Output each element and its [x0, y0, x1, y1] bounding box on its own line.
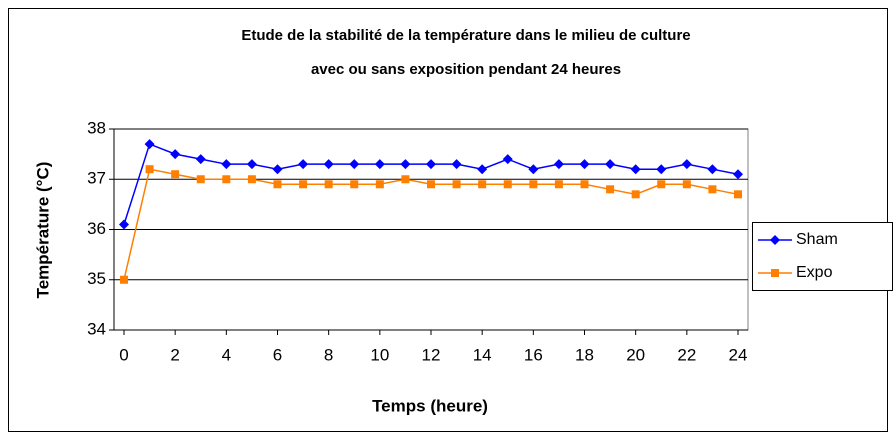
marker [120, 275, 128, 284]
marker [221, 159, 232, 170]
marker [247, 175, 256, 184]
marker [171, 170, 180, 179]
x-tick-label: 10 [370, 345, 389, 364]
marker [605, 159, 616, 170]
marker [427, 180, 435, 189]
marker [298, 159, 309, 170]
marker [478, 180, 487, 189]
marker [708, 185, 717, 194]
marker [630, 164, 641, 175]
marker [553, 159, 564, 170]
marker [246, 159, 257, 170]
x-tick-label: 0 [119, 345, 128, 364]
x-axis-label: Temps (heure) [372, 396, 488, 415]
y-axis-label: Température (°C) [33, 162, 52, 299]
marker [771, 269, 779, 277]
x-tick-label: 24 [729, 345, 748, 364]
marker [196, 175, 205, 184]
legend-label: Expo [796, 264, 833, 281]
x-tick-label: 2 [170, 345, 179, 364]
marker [770, 235, 780, 245]
marker [606, 185, 615, 194]
y-tick-label: 38 [87, 118, 106, 137]
y-tick-label: 37 [87, 169, 106, 188]
marker [273, 180, 282, 189]
marker [349, 159, 360, 170]
x-tick-label: 18 [575, 345, 594, 364]
x-tick-label: 20 [626, 345, 645, 364]
marker [580, 180, 589, 189]
marker [631, 190, 640, 199]
x-tick-label: 16 [524, 345, 543, 364]
marker [477, 164, 488, 175]
x-tick-label: 14 [473, 345, 492, 364]
marker [145, 165, 154, 174]
chart-title: avec ou sans exposition pendant 24 heure… [311, 61, 621, 78]
marker [579, 159, 590, 170]
x-tick-label: 22 [677, 345, 696, 364]
marker [374, 159, 385, 170]
x-tick-label: 8 [324, 345, 333, 364]
marker [195, 154, 206, 165]
y-tick-label: 36 [87, 219, 106, 238]
x-tick-label: 4 [222, 345, 231, 364]
x-tick-label: 6 [273, 345, 282, 364]
marker [733, 169, 743, 180]
marker [144, 139, 155, 150]
marker [529, 180, 538, 189]
legend [752, 222, 893, 291]
marker [528, 164, 539, 175]
marker [426, 159, 436, 170]
marker [350, 180, 359, 189]
legend-label: Sham [796, 231, 838, 248]
x-tick-label: 12 [422, 345, 441, 364]
y-tick-label: 35 [87, 269, 106, 288]
marker [401, 175, 410, 184]
marker [400, 159, 411, 170]
marker [657, 180, 666, 189]
marker [682, 180, 691, 189]
marker [707, 164, 718, 175]
marker [734, 190, 742, 199]
marker [451, 159, 462, 170]
marker [502, 154, 513, 165]
marker [503, 180, 512, 189]
marker [656, 164, 667, 175]
marker [452, 180, 461, 189]
y-tick-label: 34 [87, 319, 106, 338]
marker [375, 180, 384, 189]
marker [299, 180, 308, 189]
marker [681, 159, 692, 170]
marker [554, 180, 563, 189]
marker [222, 175, 231, 184]
marker [272, 164, 283, 175]
marker [323, 159, 334, 170]
marker [170, 149, 181, 160]
marker [119, 219, 129, 230]
chart-title: Etude de la stabilité de la température … [241, 27, 690, 44]
marker [324, 180, 333, 189]
